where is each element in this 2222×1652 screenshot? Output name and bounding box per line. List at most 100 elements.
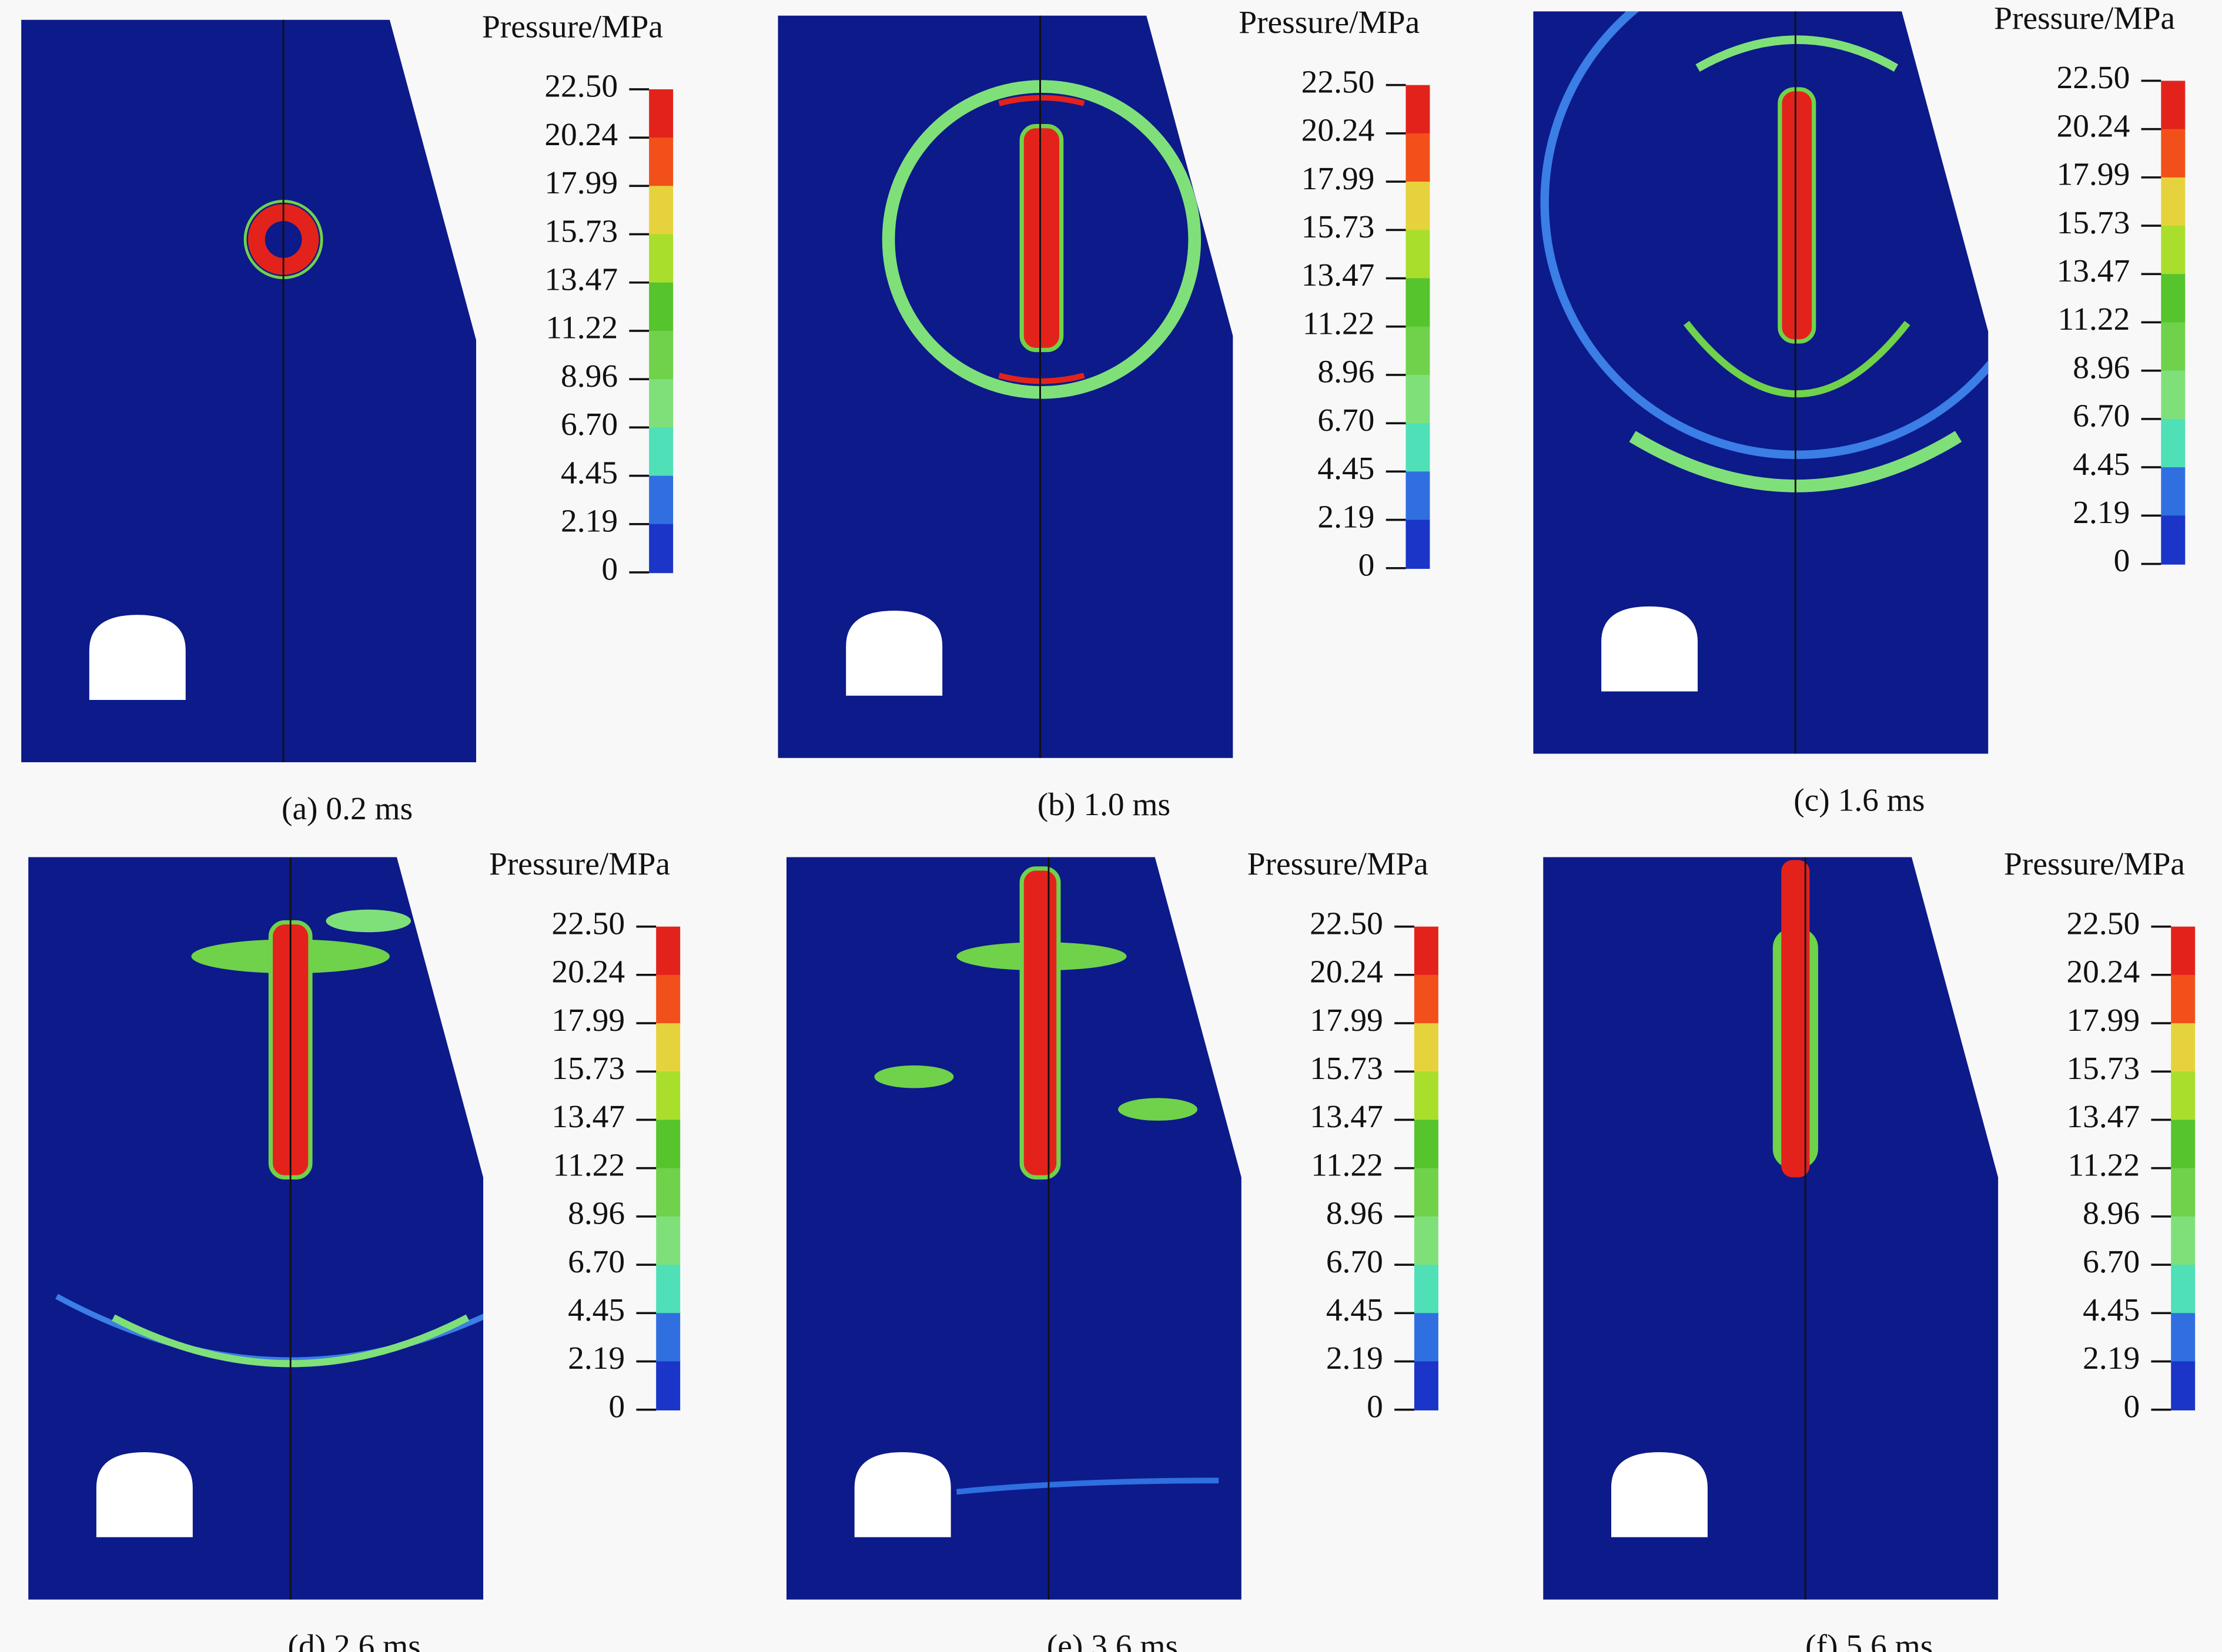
tick-label: 2.19	[1317, 498, 1374, 534]
crack-zone	[1781, 860, 1810, 1178]
colorbar-segment	[649, 234, 674, 283]
panel: Pressure/MPa 22.50 20.24 17.99 15.73 13.47 11.…	[28, 846, 681, 1652]
tick-label: 11.22	[553, 1147, 625, 1182]
colorbar-segment	[2171, 1071, 2196, 1121]
wave-front	[1540, 11, 1989, 460]
tick-label: 11.22	[2067, 1147, 2140, 1182]
colorbar-label: Pressure/MPa	[2004, 846, 2185, 882]
colorbar-segment	[1406, 423, 1430, 473]
tick-label: 20.24	[2066, 954, 2140, 990]
tick-label: 20.24	[2057, 108, 2130, 143]
tick-label: 22.50	[551, 905, 625, 941]
tick-label: 15.73	[2057, 205, 2130, 240]
tick-label: 2.19	[1326, 1340, 1383, 1376]
colorbar-segment	[1406, 374, 1430, 424]
rock-mass	[786, 857, 1241, 1600]
tick-label: 0	[2123, 1388, 2140, 1424]
colorbar-segment	[656, 1216, 681, 1266]
wave-arc-mid	[1683, 320, 1910, 398]
tick-label: 17.99	[2066, 1002, 2140, 1038]
colorbar-segment	[1414, 1216, 1438, 1266]
colorbar-segment	[2161, 81, 2186, 130]
tick-label: 15.73	[1310, 1050, 1383, 1086]
tick-label: 2.19	[2083, 1340, 2140, 1376]
wave-front	[882, 80, 1202, 399]
tick-label: 2.19	[568, 1340, 625, 1376]
colorbar-label: Pressure/MPa	[489, 846, 670, 882]
tick-label: 20.24	[1301, 112, 1375, 148]
colorbar-segment	[656, 1265, 681, 1314]
colorbar-segment	[649, 379, 674, 428]
tunnel	[96, 1452, 193, 1537]
tick-label: 2.19	[2073, 494, 2130, 530]
tick-label: 6.70	[1317, 402, 1374, 438]
tick-label: 22.50	[1301, 63, 1375, 99]
tick-label: 22.50	[544, 68, 618, 104]
colorbar-segment	[1414, 926, 1438, 976]
colorbar-label: Pressure/MPa	[482, 8, 663, 44]
caption: (a) 0.2 ms	[282, 790, 413, 826]
crack-zone	[1019, 123, 1064, 353]
colorbar-segment	[1406, 326, 1430, 376]
tick-label: 17.99	[551, 1002, 625, 1038]
tick-label: 2.19	[561, 502, 618, 538]
colorbar-segment	[649, 138, 674, 187]
tick-label: 13.47	[1310, 1098, 1383, 1134]
colorbar-segment	[1414, 1120, 1438, 1169]
pressure-field	[882, 80, 1202, 399]
rock-mass	[28, 857, 484, 1600]
tick-label: 8.96	[2083, 1195, 2140, 1231]
colorbar-segment	[649, 427, 674, 477]
tick-label: 15.73	[1301, 209, 1375, 244]
tick-label: 0	[601, 551, 618, 587]
tick-label: 17.99	[1310, 1002, 1383, 1038]
tick-label: 20.24	[551, 954, 625, 990]
panel: Pressure/MPa 22.50 20.24 17.99 15.73 13.47 11.…	[21, 8, 674, 826]
colorbar-label: Pressure/MPa	[1239, 4, 1420, 40]
tick-label: 8.96	[568, 1195, 625, 1231]
colorbar-segment	[1406, 230, 1430, 279]
colorbar-segment	[2161, 226, 2186, 275]
colorbar-segment	[2161, 274, 2186, 323]
colorbar-segment	[1406, 278, 1430, 327]
tick-label: 6.70	[2073, 398, 2130, 434]
tick-label: 8.96	[561, 358, 618, 394]
crack-zone	[1019, 866, 1061, 1179]
colorbar-segment	[2171, 1023, 2196, 1073]
wave-red-top	[998, 95, 1085, 106]
tick-label: 17.99	[1301, 160, 1375, 196]
panel: Pressure/MPa 22.50 20.24 17.99 15.73 13.47 11.…	[1543, 846, 2196, 1652]
panel: Pressure/MPa 22.50 20.24 17.99 15.73 13.47 11.…	[786, 846, 1438, 1652]
tick-label: 4.45	[568, 1292, 625, 1328]
tick-label: 6.70	[1326, 1244, 1383, 1279]
wave-blob	[874, 1065, 954, 1088]
panel: Pressure/MPa 22.50 20.24 17.99 15.73 13.47 11.…	[1533, 0, 2186, 818]
tick-label: 13.47	[544, 261, 618, 297]
colorbar-segment	[1414, 974, 1438, 1024]
colorbar-segment	[1406, 133, 1430, 183]
tick-label: 0	[1367, 1388, 1383, 1424]
tick-label: 13.47	[2057, 253, 2130, 289]
colorbar-segment	[2171, 1216, 2196, 1266]
caption: (f) 5.6 ms	[1805, 1628, 1933, 1652]
tick-label: 4.45	[2083, 1292, 2140, 1328]
tick-label: 0	[2114, 542, 2130, 578]
tick-label: 17.99	[2057, 156, 2130, 192]
tick-label: 6.70	[568, 1244, 625, 1279]
colorbar-segment	[649, 186, 674, 235]
colorbar-segment	[2161, 467, 2186, 517]
tick-label: 20.24	[1310, 954, 1383, 990]
wave-red-bottom	[998, 373, 1085, 384]
colorbar-segment	[656, 974, 681, 1024]
tick-label: 17.99	[544, 165, 618, 200]
tick-label: 8.96	[2073, 349, 2130, 385]
caption: (d) 2.6 ms	[287, 1628, 420, 1652]
tick-label: 0	[608, 1388, 625, 1424]
colorbar-segment	[2171, 1120, 2196, 1169]
colorbar-segment	[1406, 85, 1430, 135]
colorbar-segment	[2161, 515, 2186, 565]
colorbar-segment	[1406, 182, 1430, 231]
tunnel	[1611, 1452, 1708, 1537]
tunnel	[1601, 606, 1698, 692]
